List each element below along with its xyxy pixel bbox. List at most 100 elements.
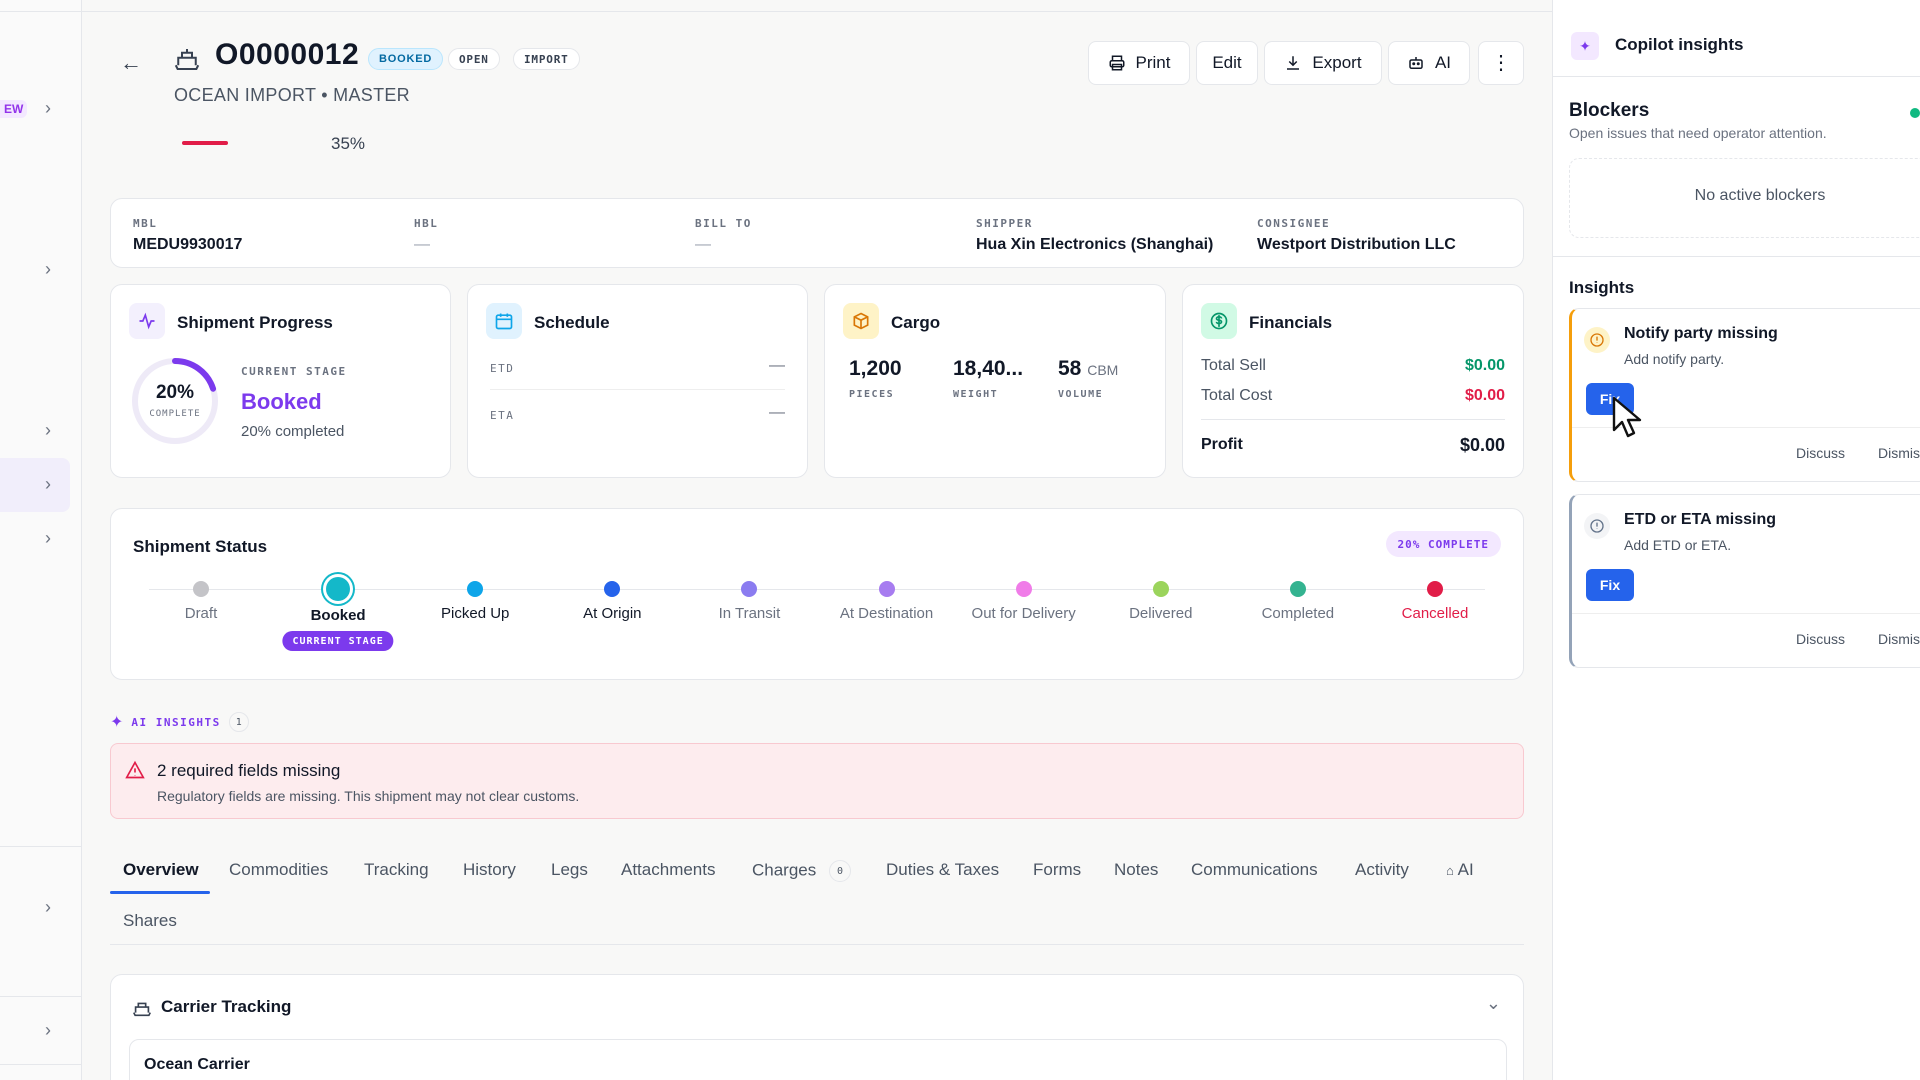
insight-subtitle: Add ETD or ETA. [1624, 537, 1732, 553]
tab-notes[interactable]: Notes [1114, 860, 1159, 879]
stage-label: Booked [310, 607, 366, 624]
sparkles-icon: ✦ [110, 714, 124, 731]
tab-duties-taxes[interactable]: Duties & Taxes [886, 860, 1000, 879]
stage-dot [878, 581, 895, 597]
chevron-right-icon[interactable]: › [45, 527, 51, 548]
tab-activity[interactable]: Activity [1355, 860, 1409, 879]
stage-label: At Origin [583, 605, 642, 622]
shipment-subtitle: OCEAN IMPORT • MASTER [174, 85, 410, 105]
stage-dot [326, 577, 351, 601]
stage-dot [741, 581, 758, 597]
status-badge-import: IMPORT [513, 48, 580, 70]
rail-active-item[interactable] [0, 458, 70, 512]
stage-completed[interactable]: Completed [1228, 581, 1368, 622]
status-badge-booked: BOOKED [368, 48, 444, 70]
ai-button[interactable]: AI [1388, 41, 1470, 85]
stage-label: Draft [184, 605, 218, 622]
stage-cancelled[interactable]: Cancelled [1365, 581, 1505, 622]
financials-card: Financials Total Sell $0.00 Total Cost $… [1182, 284, 1524, 478]
stage-in-transit[interactable]: In Transit [679, 581, 819, 622]
activity-icon [129, 303, 165, 339]
blockers-box: No active blockers [1569, 158, 1920, 238]
stage-at-destination[interactable]: At Destination [817, 581, 957, 622]
status-title: Shipment Status [133, 537, 268, 556]
stage-dot [467, 581, 484, 597]
stage-label: Completed [1261, 605, 1335, 622]
stage-label: Delivered [1129, 605, 1193, 622]
stage-picked-up[interactable]: Picked Up [405, 581, 545, 622]
tab-forms[interactable]: Forms [1033, 860, 1082, 879]
package-icon [843, 303, 879, 339]
stage-draft[interactable]: Draft [131, 581, 271, 622]
ai-insights-header: ✦ AI INSIGHTS 1 [110, 712, 249, 732]
info-bill-to: BILL TO — [695, 217, 752, 253]
tab-communications[interactable]: Communications [1191, 860, 1318, 879]
status-badge-open: OPEN [448, 48, 500, 70]
shipment-status-card: Shipment Status 20% COMPLETE Draft Booked… [110, 508, 1524, 680]
chevron-right-icon[interactable]: › [45, 896, 51, 917]
stage-out-for-delivery[interactable]: Out for Delivery [954, 581, 1094, 622]
pieces-label: PIECES [849, 389, 895, 400]
stage-at-origin[interactable]: At Origin [542, 581, 682, 622]
volume-value: 58 CBM [1058, 357, 1119, 380]
etd-value: — [769, 357, 785, 374]
tab-tracking[interactable]: Tracking [364, 860, 429, 879]
total-cost-value: $0.00 [1464, 387, 1505, 404]
export-button[interactable]: Export [1264, 41, 1382, 85]
volume-label: VOLUME [1058, 389, 1104, 400]
tab-attachments[interactable]: Attachments [621, 860, 716, 879]
etd-label: ETD [490, 362, 515, 375]
chevron-right-icon[interactable]: › [45, 258, 51, 279]
alert-text: Regulatory fields are missing. This ship… [157, 788, 580, 804]
robot-icon: ⌂ [1446, 863, 1454, 878]
alert-title: 2 required fields missing [157, 761, 341, 780]
discuss-button[interactable]: Discuss [1796, 631, 1846, 647]
carrier-tracking-title: Carrier Tracking [161, 997, 292, 1016]
progress-ring [132, 358, 218, 444]
tab-legs[interactable]: Legs [551, 860, 588, 879]
tab-charges[interactable]: Charges 0 [752, 860, 851, 882]
discuss-button[interactable]: Discuss [1796, 445, 1846, 461]
back-arrow-icon[interactable]: ← [120, 50, 142, 75]
edit-button[interactable]: Edit [1196, 41, 1258, 85]
stage-label: At Destination [839, 605, 934, 622]
stage-dot [1152, 581, 1169, 597]
stage-delivered[interactable]: Delivered [1091, 581, 1231, 622]
dismiss-button[interactable]: Dismiss [1878, 445, 1920, 461]
insights-title: Insights [1569, 278, 1635, 297]
stage-dot [1427, 581, 1443, 597]
weight-value: 18,40... [953, 357, 1024, 380]
card-title: Cargo [891, 313, 941, 332]
header-progress-bar [182, 141, 312, 145]
header-progress-label: 35% [331, 134, 366, 153]
tab-history[interactable]: History [463, 860, 516, 879]
weight-label: WEIGHT [953, 389, 999, 400]
total-cost-label: Total Cost [1201, 387, 1273, 404]
tab-ai[interactable]: ⌂ AI [1446, 860, 1474, 879]
chevron-right-icon[interactable]: › [45, 419, 51, 440]
chevron-down-icon[interactable]: ⌄ [1485, 993, 1501, 1013]
completed-text: 20% completed [241, 423, 345, 440]
chevron-right-icon[interactable]: › [45, 473, 51, 494]
tab-commodities[interactable]: Commodities [229, 860, 329, 879]
stage-label: In Transit [718, 605, 781, 622]
fix-button[interactable]: Fix [1586, 569, 1634, 601]
stage-dot [193, 581, 209, 597]
blockers-subtitle: Open issues that need operator attention… [1569, 125, 1827, 141]
stage-booked[interactable]: Booked [268, 577, 408, 624]
dismiss-button[interactable]: Dismiss [1878, 631, 1920, 647]
print-button[interactable]: Print [1088, 41, 1190, 85]
tab-shares[interactable]: Shares [123, 911, 177, 930]
more-options-button[interactable]: ⋮ [1478, 41, 1524, 85]
panel-title: Copilot insights [1615, 35, 1744, 54]
download-icon [1287, 56, 1300, 70]
card-title: Schedule [534, 313, 610, 332]
chevron-right-icon[interactable]: › [45, 97, 51, 118]
charges-count: 0 [829, 860, 851, 882]
shipment-info-strip: MBL MEDU9930017 HBL — BILL TO — SHIPPER Hua … [110, 198, 1524, 268]
tab-overview[interactable]: Overview [123, 860, 199, 879]
active-tab-indicator [110, 891, 210, 894]
stage-label: Out for Delivery [971, 605, 1076, 622]
chevron-right-icon[interactable]: › [45, 1019, 51, 1040]
alert-triangle-icon [125, 760, 145, 785]
